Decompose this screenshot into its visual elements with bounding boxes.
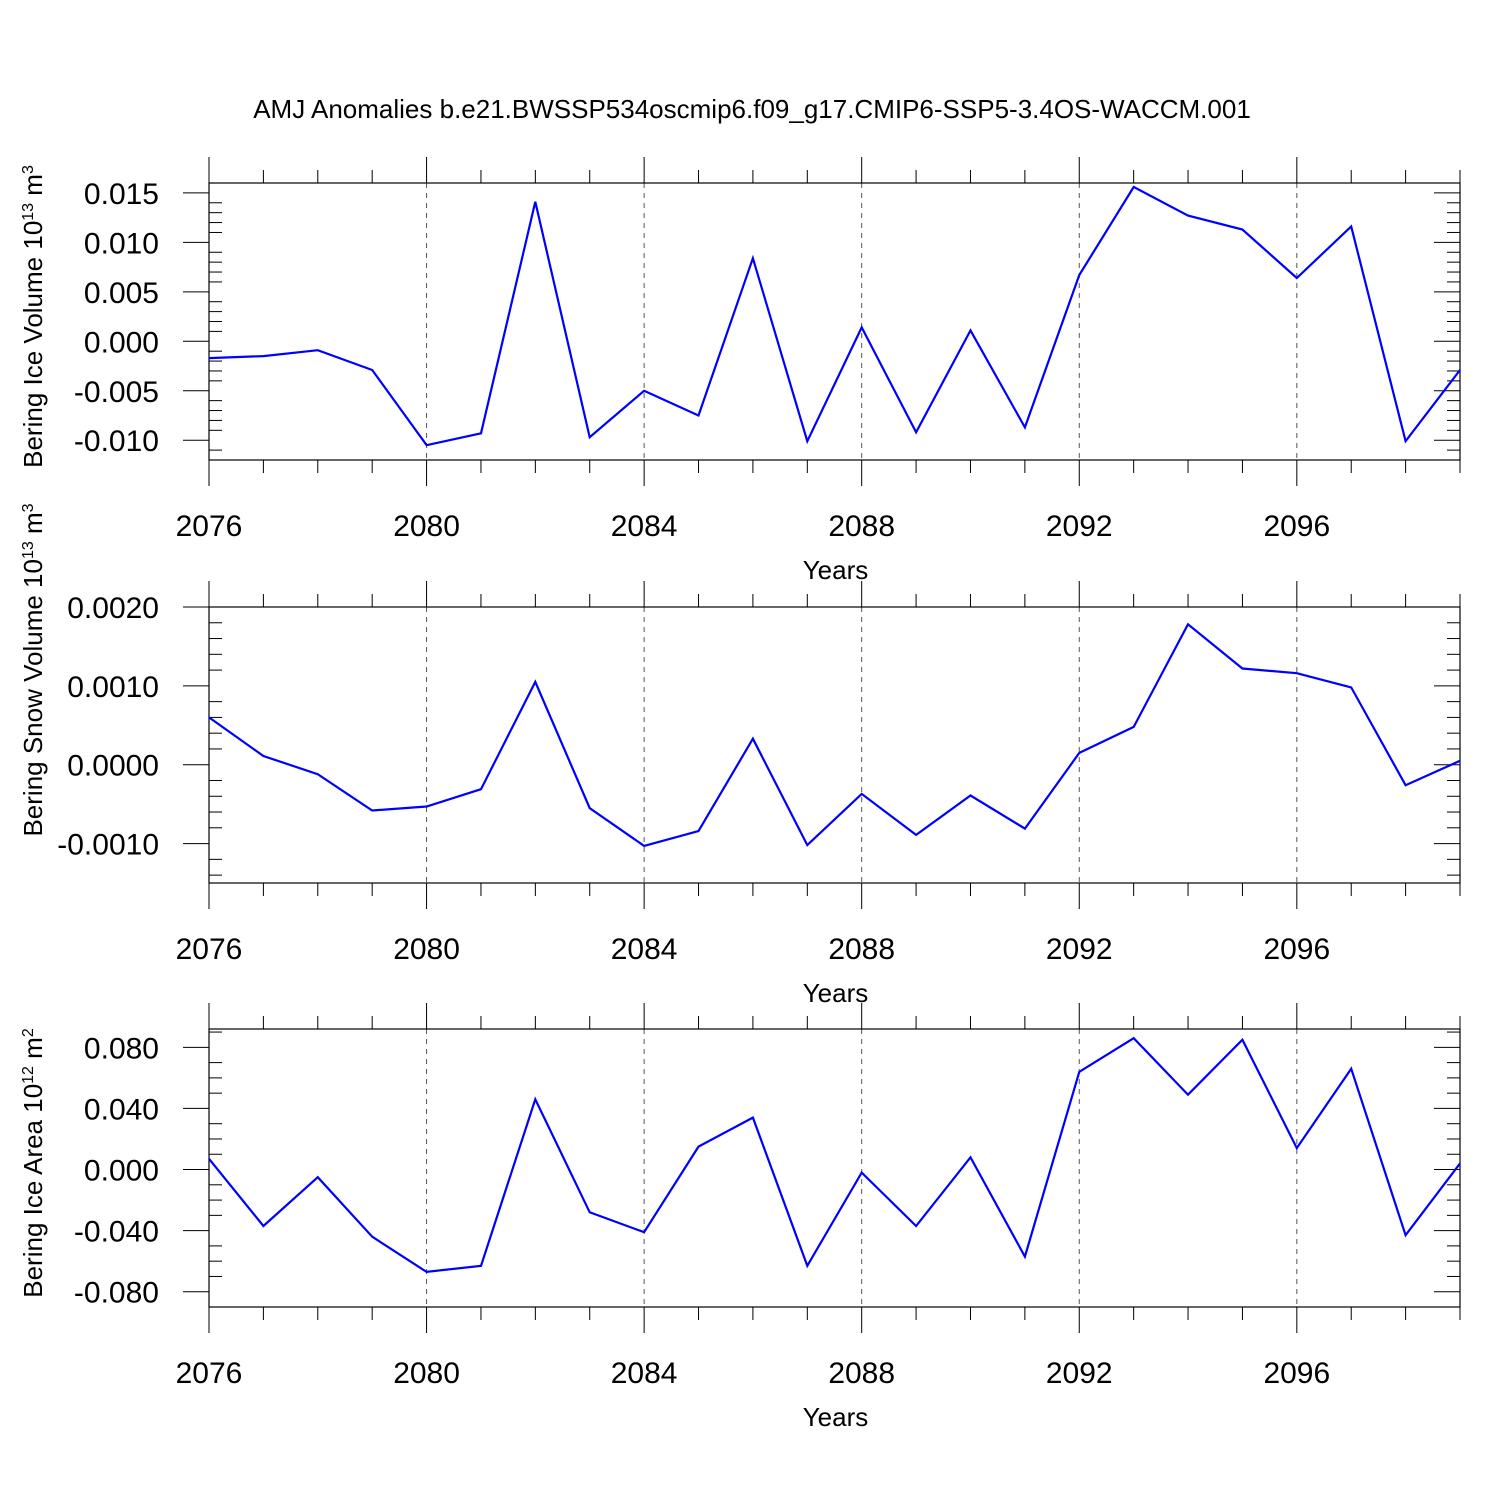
x-tick-label: 2096	[1263, 933, 1330, 966]
x-tick-label: 2088	[828, 1357, 895, 1390]
x-tick-label: 2084	[611, 1357, 678, 1390]
panel-1: 2076 2080 2084 2088 2092 2096 Years -0.010 -0.00…	[18, 157, 1461, 585]
y-tick-label: 0.040	[84, 1093, 159, 1126]
y-axis-label-text: Bering Snow Volume 10	[18, 559, 48, 837]
y-axis-label: Bering Ice Area 1012 m2	[18, 1028, 48, 1298]
x-tick-label: 2084	[611, 510, 678, 543]
panel-3: 2076 2080 2084 2088 2092 2096 Years -0.080 -0.04…	[18, 1003, 1461, 1432]
x-axis-label: Years	[803, 1402, 869, 1432]
plot-frame	[208, 606, 1461, 884]
x-axis-label: Years	[803, 978, 869, 1008]
x-tick-label: 2080	[393, 933, 460, 966]
y-axis-label-superscript: 2	[20, 1028, 37, 1037]
y-tick-label: 0.080	[84, 1032, 159, 1065]
y-axis-label-superscript: 13	[20, 541, 37, 559]
y-tick-label: 0.005	[84, 277, 159, 310]
x-tick-label: 2076	[176, 933, 243, 966]
x-tick-label: 2092	[1046, 933, 1113, 966]
x-tick-label: 2088	[828, 933, 895, 966]
y-tick-label: -0.080	[74, 1277, 159, 1310]
y-tick-label: 0.000	[84, 326, 159, 359]
x-axis-label: Years	[803, 555, 869, 585]
y-tick-label: 0.015	[84, 178, 159, 211]
y-tick-label: -0.005	[74, 376, 159, 409]
x-tick-label: 2080	[393, 510, 460, 543]
y-axis-label-superscript: 3	[20, 503, 37, 512]
x-tick-label: 2088	[828, 510, 895, 543]
y-tick-label: -0.010	[74, 425, 159, 458]
y-axis-label-text: m	[18, 174, 48, 203]
x-tick-label: 2092	[1046, 1357, 1113, 1390]
y-axis-label-text: m	[18, 512, 48, 541]
x-tick-label: 2076	[176, 1357, 243, 1390]
series-line	[208, 1036, 1461, 1274]
y-tick-label: 0.0010	[67, 671, 159, 704]
y-axis-label-superscript: 13	[20, 203, 37, 221]
y-axis-label: Bering Snow Volume 1013 m3	[18, 503, 48, 836]
y-tick-label: 0.000	[84, 1155, 159, 1188]
y-axis-label: Bering Ice Volume 1013 m3	[18, 165, 48, 468]
x-tick-label: 2080	[393, 1357, 460, 1390]
y-axis-label-text: m	[18, 1037, 48, 1066]
series-line	[208, 185, 1461, 447]
y-axis-label-text: Bering Ice Area 10	[18, 1084, 48, 1298]
x-tick-label: 2096	[1263, 1357, 1330, 1390]
figure-title: AMJ Anomalies b.e21.BWSSP534oscmip6.f09_…	[253, 94, 1251, 124]
plot-frame	[208, 1028, 1461, 1308]
x-tick-label: 2096	[1263, 510, 1330, 543]
x-tick-label: 2076	[176, 510, 243, 543]
panel-2: 2076 2080 2084 2088 2092 2096 Years -0.0010 0.00…	[18, 503, 1461, 1008]
y-axis-label-superscript: 3	[20, 165, 37, 174]
x-tick-label: 2092	[1046, 510, 1113, 543]
y-tick-label: 0.0020	[67, 592, 159, 625]
x-tick-label: 2084	[611, 933, 678, 966]
y-tick-label: 0.0000	[67, 750, 159, 783]
plot-frame	[208, 182, 1461, 461]
chart-panels: 2076 2080 2084 2088 2092 2096 Years -0.010 -0.00…	[18, 157, 1461, 1432]
y-tick-label: -0.040	[74, 1216, 159, 1249]
y-tick-label: 0.010	[84, 227, 159, 260]
series-line	[208, 622, 1461, 848]
y-tick-label: -0.0010	[57, 829, 159, 862]
y-axis-label-text: Bering Ice Volume 10	[18, 221, 48, 468]
y-axis-label-superscript: 12	[20, 1066, 37, 1084]
